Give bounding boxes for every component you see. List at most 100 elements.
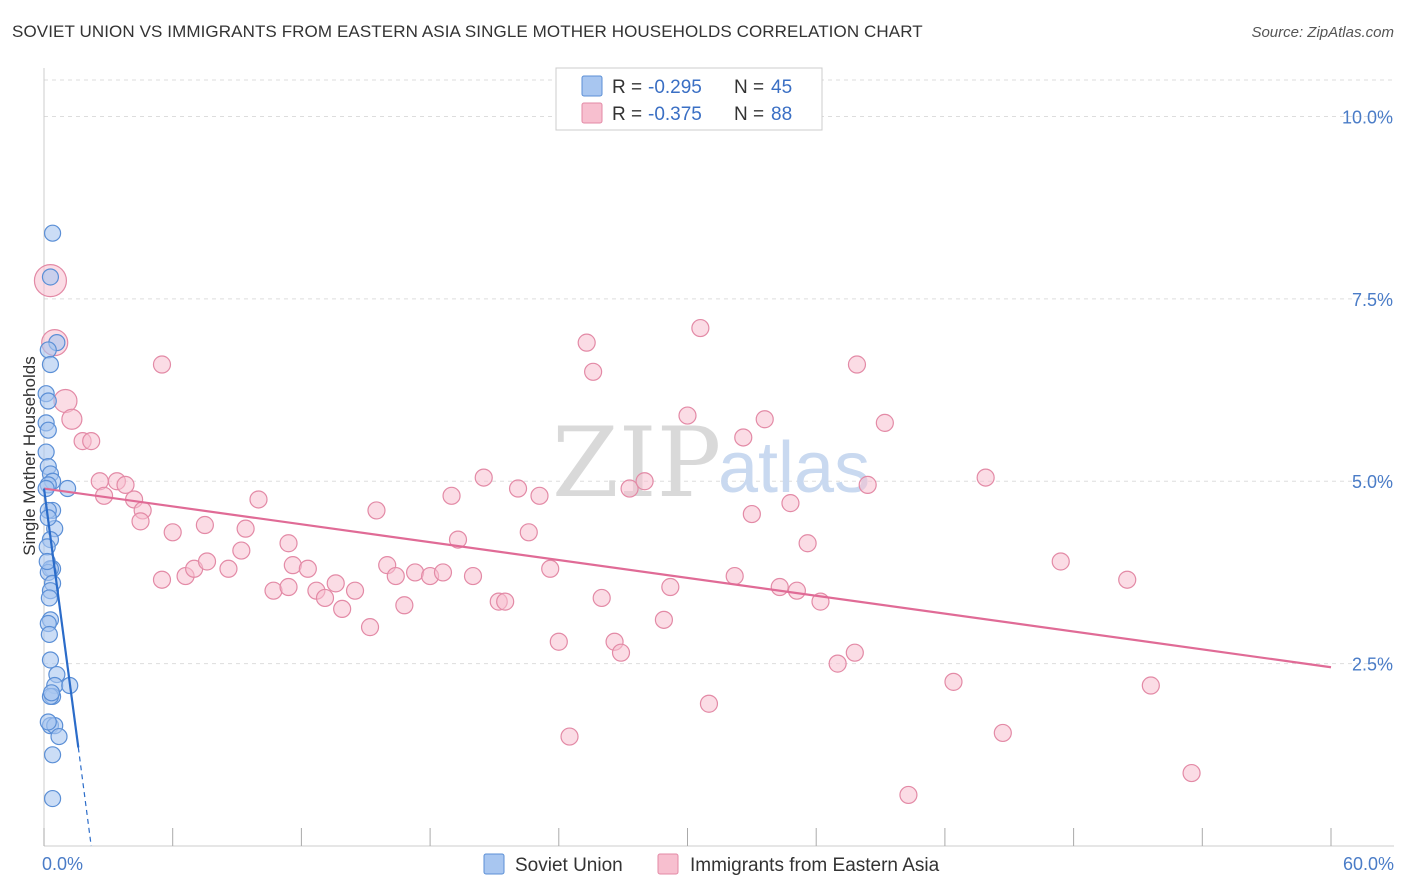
series-legend: Soviet Union Immigrants from Eastern Asi…: [483, 853, 940, 876]
asia-point: [828, 654, 847, 673]
soviet-point: [42, 684, 61, 702]
y-tick-labels: 2.5% 5.0% 7.5% 10.0%: [1342, 107, 1393, 674]
soviet-point: [43, 224, 62, 242]
asia-point: [699, 694, 719, 713]
asia-point: [448, 530, 468, 549]
y-tick-label-0: 2.5%: [1352, 655, 1393, 675]
legend-r-value-asia: -0.375: [648, 104, 702, 125]
asia-point: [195, 515, 214, 535]
asia-point: [592, 588, 611, 608]
asia-point: [845, 643, 864, 662]
asia-point: [611, 643, 631, 662]
asia-point: [725, 566, 744, 586]
soviet-point: [40, 589, 58, 607]
asia-point: [1182, 763, 1201, 783]
asia-point: [116, 475, 135, 494]
asia-point: [61, 408, 83, 430]
asia-point: [219, 559, 238, 578]
asia-point: [755, 410, 774, 429]
asia-point: [315, 588, 335, 608]
trend-lines: [42, 487, 1332, 847]
asia-point: [635, 472, 654, 491]
asia-point: [433, 563, 453, 582]
soviet-point: [43, 746, 62, 764]
y-tick-label-1: 5.0%: [1352, 472, 1393, 492]
asia-point: [858, 475, 877, 494]
legend-swatch-asia: [581, 102, 603, 124]
asia-point: [345, 581, 365, 600]
asia-point: [770, 577, 789, 597]
asia-point: [283, 556, 302, 575]
trend-line-asia: [43, 487, 1332, 669]
y-tick-label-2: 7.5%: [1352, 290, 1393, 310]
asia-point: [386, 566, 405, 586]
asia-point: [367, 501, 386, 520]
asia-point: [519, 523, 538, 542]
asia-point: [395, 596, 414, 615]
asia-point: [152, 355, 172, 374]
watermark-zip: ZIP: [552, 407, 721, 519]
legend-r-value-soviet: -0.295: [648, 77, 702, 98]
y-tick-label-3: 10.0%: [1342, 107, 1393, 127]
legend-r-label-asia: R =: [612, 104, 642, 125]
soviet-point: [38, 552, 56, 571]
x-tick-labels: 0.0% 60.0%: [42, 854, 1394, 874]
asia-point: [654, 610, 674, 629]
asia-point: [360, 618, 380, 637]
y-axis-label: Single Mother Households: [20, 356, 39, 555]
asia-point: [1141, 676, 1160, 695]
asia-point: [976, 468, 995, 487]
source-label: Source: ZipAtlas.com: [1251, 24, 1394, 41]
asia-point: [993, 723, 1012, 743]
asia-point: [577, 333, 596, 352]
legend-n-value-soviet: 45: [771, 77, 792, 98]
asia-point: [584, 362, 603, 381]
asia-point: [1118, 570, 1137, 589]
asia-point: [131, 512, 150, 531]
soviet-point: [50, 727, 68, 746]
soviet-point: [41, 651, 60, 669]
asia-point: [661, 577, 680, 597]
asia-point: [197, 552, 217, 571]
asia-point: [734, 428, 753, 447]
legend-n-label-asia: N =: [734, 104, 764, 125]
asia-point: [781, 494, 800, 513]
asia-point: [1051, 552, 1070, 571]
legend-swatch-soviet: [581, 75, 603, 97]
asia-point: [249, 490, 268, 509]
watermark: ZIP atlas: [552, 407, 870, 519]
asia-point: [541, 559, 560, 578]
x-tick-label-0: 0.0%: [42, 854, 83, 874]
asia-point: [691, 318, 710, 338]
chart-title: SOVIET UNION VS IMMIGRANTS FROM EASTERN …: [12, 22, 923, 41]
soviet-point: [37, 443, 55, 461]
asia-point: [279, 577, 298, 597]
asia-point: [298, 559, 317, 578]
series-immigrants-eastern-asia: [33, 264, 1201, 805]
asia-point: [508, 479, 528, 498]
grid-lines: [44, 79, 1394, 665]
asia-point: [264, 581, 283, 600]
asia-point: [787, 581, 806, 600]
soviet-point: [39, 392, 57, 410]
x-tick-label-1: 60.0%: [1343, 854, 1394, 874]
asia-point: [944, 672, 963, 691]
asia-point: [405, 563, 425, 582]
asia-point: [620, 479, 639, 498]
asia-point: [847, 355, 867, 374]
trend-line-soviet: [42, 488, 80, 748]
asia-point: [279, 534, 298, 553]
bottom-legend-swatch-soviet: [483, 853, 505, 875]
asia-point: [333, 599, 352, 619]
asia-point: [798, 534, 817, 553]
asia-point: [442, 486, 461, 505]
asia-point: [474, 468, 493, 487]
legend-n-label-soviet: N =: [734, 77, 764, 98]
soviet-point: [40, 625, 58, 644]
soviet-point: [41, 268, 60, 286]
asia-point: [899, 785, 918, 805]
asia-point: [163, 523, 182, 542]
soviet-point: [39, 713, 57, 731]
asia-point: [496, 592, 515, 611]
